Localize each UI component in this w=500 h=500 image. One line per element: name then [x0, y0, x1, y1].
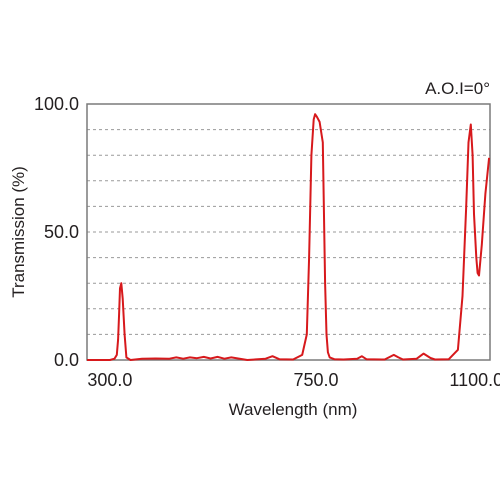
- gridlines: [87, 103, 490, 335]
- y-tick-label: 100.0: [34, 94, 79, 114]
- y-tick-label: 0.0: [54, 350, 79, 370]
- y-tick-label: 50.0: [44, 222, 79, 242]
- x-tick-label: 300.0: [87, 370, 132, 390]
- aoi-annotation: A.O.I=0°: [425, 79, 490, 98]
- x-tick-labels: 300.0 750.0 1100.0: [87, 370, 500, 390]
- x-tick-label: 1100.0: [449, 370, 500, 390]
- y-tick-labels: 0.0 50.0 100.0: [34, 94, 79, 370]
- x-axis-label: Wavelength (nm): [229, 400, 358, 419]
- y-axis-label: Transmission (%): [9, 166, 28, 298]
- series-group: [87, 113, 491, 361]
- x-tick-label: 750.0: [293, 370, 338, 390]
- transmission-series-line: [87, 113, 491, 361]
